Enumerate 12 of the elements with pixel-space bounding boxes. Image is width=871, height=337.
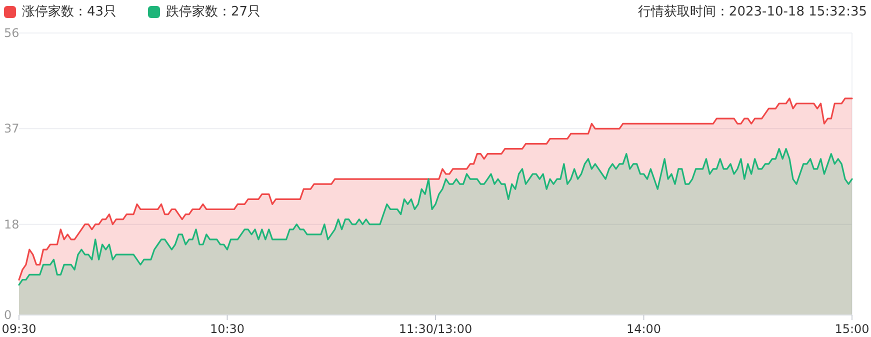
x-tick-label: 14:00 <box>626 322 662 336</box>
legend-label: 涨停家数：43只 <box>22 4 117 20</box>
y-tick-label: 56 <box>4 26 20 40</box>
x-tick-label: 09:30 <box>2 322 36 336</box>
y-tick-label: 18 <box>4 217 20 232</box>
y-tick-label: 37 <box>4 122 20 136</box>
legend-label: 跌停家数：27只 <box>166 4 261 20</box>
x-tick-label: 11:30/13:00 <box>398 322 472 336</box>
x-tick-label: 15:00 <box>834 322 870 336</box>
y-tick-label: 0 <box>4 308 12 322</box>
x-tick-label: 10:30 <box>210 322 245 336</box>
text: 行情获取时间：2023-10-18 15:32:35 <box>638 4 867 20</box>
